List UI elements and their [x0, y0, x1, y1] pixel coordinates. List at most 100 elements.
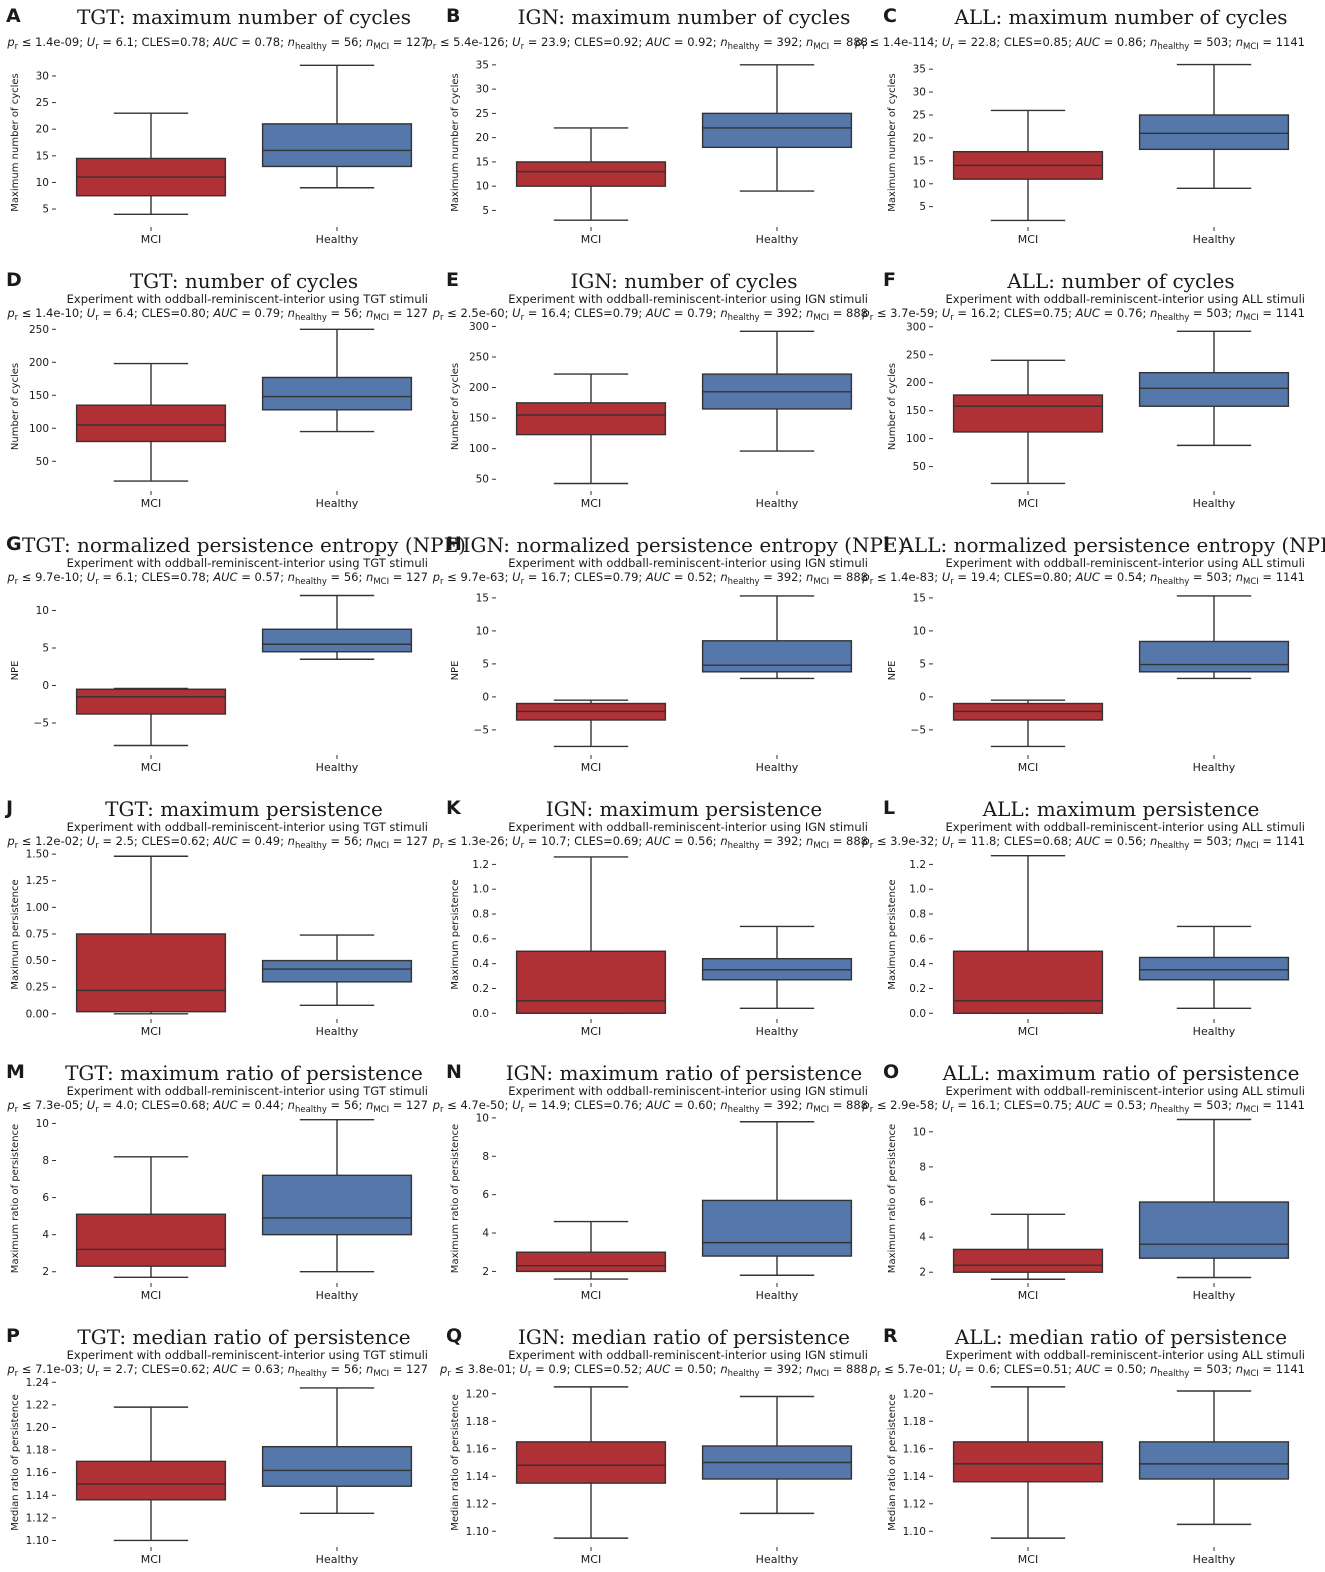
panel-title: TGT: number of cycles [130, 269, 358, 293]
stats-fragment: p [6, 1098, 14, 1112]
y-tick-label: 1.50 [26, 849, 49, 861]
y-tick-label: 8 [42, 1155, 49, 1167]
stats-fragment: n [806, 1098, 813, 1112]
box-mci [515, 1220, 667, 1280]
box-healthy [701, 925, 853, 1010]
y-tick-label: 15 [36, 150, 49, 162]
stats-fragment: r [440, 313, 444, 323]
panel-g: G TGT: normalized persistence entropy (NP… [6, 533, 466, 774]
stats-fragment: AUC [1075, 306, 1100, 320]
stats-fragment: = 0.56; [1100, 834, 1150, 848]
stats-fragment: U [942, 834, 951, 848]
y-tick-label: 4 [482, 1228, 489, 1240]
y-tick-label: 1.18 [903, 1416, 926, 1428]
box-mci [75, 112, 227, 216]
y-tick-label: 0.00 [26, 1008, 49, 1020]
y-tick-label: 10 [36, 605, 49, 617]
x-tick-label: Healthy [316, 497, 359, 510]
stats-fragment: = 1141 [1259, 1098, 1305, 1112]
iqr-box [701, 640, 853, 673]
stats-fragment: U [512, 834, 521, 848]
stats-fragment: AUC [212, 834, 237, 848]
y-tick-label: 1.16 [26, 1467, 50, 1479]
stats-fragment: r [15, 313, 19, 323]
y-tick-label: 0.2 [472, 983, 489, 995]
stats-fragment: MCI [1243, 1105, 1259, 1115]
stats-fragment: U [942, 570, 951, 584]
panel-stats: pr ≤ 9.7e-63; Ur = 16.7; CLES=0.79; AUC … [432, 570, 868, 587]
stats-fragment: = 0.50; [670, 1362, 720, 1376]
stats-fragment: = 1141 [1259, 306, 1305, 320]
y-tick-label: −5 [474, 724, 489, 736]
stats-fragment: = 56; [327, 1362, 366, 1376]
panel-title: ALL: number of cycles [1006, 269, 1234, 293]
panel-title: TGT: maximum persistence [105, 797, 383, 821]
y-tick-label: 30 [476, 84, 489, 96]
stats-fragment: = 0.9; CLES=0.52; [531, 1362, 646, 1376]
stats-fragment: U [87, 834, 96, 848]
iqr-box [1138, 640, 1290, 673]
y-axis-label: Maximum number of cycles [450, 73, 461, 212]
y-tick-label: 1.12 [466, 1498, 489, 1510]
stats-fragment: n [806, 306, 813, 320]
y-tick-label: 2 [919, 1267, 926, 1279]
stats-fragment: = 2.5; CLES=0.62; [99, 834, 214, 848]
stats-fragment: healthy [1157, 577, 1189, 587]
y-tick-label: 0.0 [472, 1008, 489, 1020]
x-tick-label: MCI [141, 1025, 161, 1038]
panel-stats: pr ≤ 2.5e-60; Ur = 16.4; CLES=0.79; AUC … [432, 306, 868, 323]
y-tick-label: 0 [482, 691, 489, 703]
y-tick-label: 1.00 [26, 902, 49, 914]
y-tick-label: 0.4 [909, 958, 926, 970]
stats-fragment: U [942, 1098, 951, 1112]
stats-fragment: MCI [1243, 42, 1259, 52]
stats-fragment: MCI [813, 841, 829, 851]
stats-fragment: MCI [813, 313, 829, 323]
panel-n: N IGN: maximum ratio of persistenceExperi… [432, 1061, 868, 1302]
stats-fragment: p [6, 306, 14, 320]
y-axis-label: Maximum persistence [450, 879, 461, 989]
y-tick-label: 0 [42, 680, 49, 692]
y-tick-label: 200 [29, 357, 49, 369]
stats-fragment: n [720, 834, 727, 848]
stats-fragment: ≤ 3.7e-59; [873, 306, 942, 320]
panel-title: TGT: maximum ratio of persistence [65, 1061, 423, 1085]
stats-fragment: n [1150, 35, 1157, 49]
stats-fragment: healthy [728, 577, 760, 587]
stats-fragment: r [440, 1105, 444, 1115]
y-tick-label: 1.10 [26, 1535, 49, 1547]
stats-fragment: n [806, 570, 813, 584]
stats-fragment: = 503; [1189, 570, 1235, 584]
stats-fragment: n [720, 306, 727, 320]
y-axis-label: NPE [10, 661, 21, 681]
stats-fragment: MCI [373, 42, 389, 52]
y-tick-label: 100 [469, 443, 489, 455]
stats-fragment: = 6.1; CLES=0.78; [99, 35, 214, 49]
stats-fragment: MCI [373, 841, 389, 851]
box-mci [75, 687, 227, 747]
iqr-box [515, 1251, 667, 1273]
iqr-box [515, 950, 667, 1014]
stats-fragment: healthy [728, 1369, 760, 1379]
y-tick-label: 1.0 [472, 884, 489, 896]
iqr-box [952, 394, 1104, 433]
y-axis-label: NPE [887, 661, 898, 681]
box-mci [75, 855, 227, 1015]
y-tick-label: −5 [34, 718, 49, 730]
stats-fragment: = 16.2; CLES=0.75; [954, 306, 1076, 320]
stats-fragment: n [366, 1362, 373, 1376]
stats-fragment: = 888 [829, 306, 868, 320]
iqr-box [701, 112, 853, 149]
stats-fragment: r [95, 1369, 99, 1379]
stats-fragment: p [432, 834, 440, 848]
y-tick-label: 25 [913, 110, 926, 122]
iqr-box [952, 1248, 1104, 1273]
y-tick-label: 10 [36, 1118, 49, 1130]
stats-fragment: = 1141 [1259, 570, 1305, 584]
stats-fragment: n [366, 834, 373, 848]
stats-fragment: = 1141 [1259, 1362, 1305, 1376]
stats-fragment: healthy [1157, 1369, 1189, 1379]
